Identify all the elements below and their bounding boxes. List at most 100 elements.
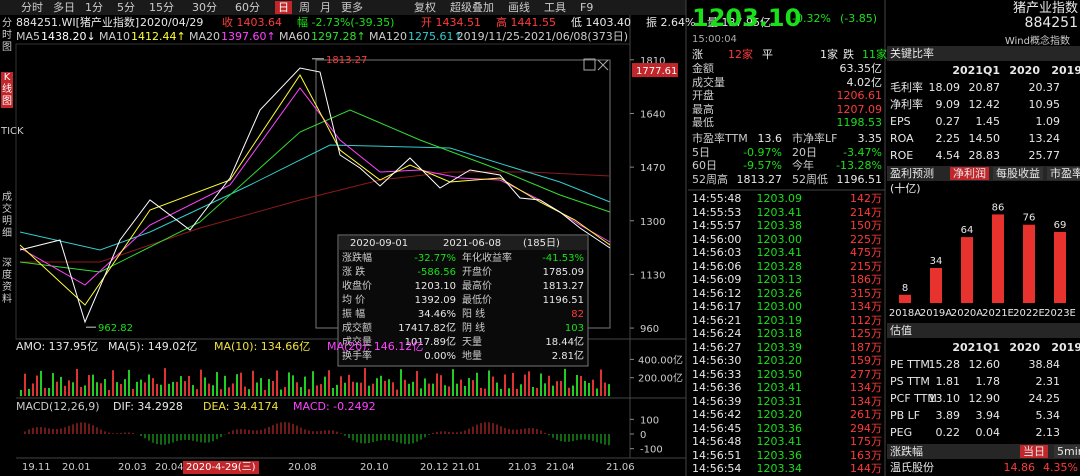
toolbar-tab[interactable]: 日 bbox=[275, 1, 292, 14]
last-price: 1203.10 bbox=[692, 4, 802, 32]
forecast-tab[interactable]: 每股收益 bbox=[993, 167, 1043, 180]
row-label: ROA bbox=[890, 132, 914, 145]
quote-label: 60日 bbox=[692, 159, 717, 172]
forecast-tab[interactable]: 市盈率 bbox=[1047, 167, 1080, 180]
ma-value: 1297.28↑ bbox=[311, 30, 366, 43]
tick-price: 1203.31 bbox=[756, 394, 803, 408]
menu-item[interactable]: 工具 bbox=[544, 1, 566, 14]
volume-bar bbox=[424, 378, 426, 396]
toolbar-tab[interactable]: 60分 bbox=[235, 1, 260, 14]
quote-field: 振 2.64% bbox=[646, 16, 696, 29]
quote-value: 1207.09 bbox=[836, 102, 883, 116]
y-tick-label: 1640 bbox=[640, 109, 665, 120]
toolbar-tab[interactable]: 月 bbox=[320, 1, 331, 14]
movers-tab[interactable]: 5min bbox=[1054, 445, 1080, 458]
quote-field: 884251.WI[猪产业指数] bbox=[16, 16, 140, 29]
volume-bar bbox=[532, 387, 534, 396]
side-tab[interactable]: 成交明细 bbox=[2, 192, 12, 239]
volume-bar bbox=[228, 387, 230, 396]
stats-label: 成交额 bbox=[342, 323, 372, 334]
cell: 18.09 bbox=[928, 81, 961, 94]
x-tick-label: 20.04 bbox=[155, 462, 184, 473]
quote-label: 5日 bbox=[692, 145, 710, 159]
toolbar-tab[interactable]: 30分 bbox=[192, 1, 217, 14]
y-tick-label: 1300 bbox=[640, 217, 665, 228]
section-head bbox=[887, 46, 1080, 61]
maximize-icon[interactable] bbox=[583, 58, 596, 71]
volume-bar bbox=[328, 370, 330, 396]
tick-time: 14:56:33 bbox=[692, 367, 742, 381]
toolbar-tab[interactable]: 15分 bbox=[149, 1, 174, 14]
col-head: 2019 bbox=[1051, 341, 1080, 354]
toolbar-tab[interactable]: 分时 bbox=[21, 1, 43, 14]
x-tick-label: 2023E bbox=[1044, 308, 1076, 319]
volume-bar bbox=[408, 383, 410, 396]
stats-days: (185日) bbox=[523, 238, 560, 249]
toolbar-tab[interactable]: 1分 bbox=[85, 1, 103, 14]
quote-value: 3.35 bbox=[857, 132, 883, 145]
tick-volume: 214万 bbox=[850, 205, 882, 219]
volume-bar bbox=[556, 381, 558, 396]
volume-bar bbox=[564, 368, 566, 396]
x-tick-label: 21.03 bbox=[508, 462, 537, 473]
stats-value: -586.56 bbox=[417, 267, 456, 278]
volume-bar bbox=[580, 375, 582, 396]
toolbar-tab[interactable]: 5分 bbox=[117, 1, 135, 14]
tick-volume: 277万 bbox=[850, 367, 882, 381]
menu-item[interactable]: F9 bbox=[580, 1, 594, 14]
tick-volume: 175万 bbox=[850, 435, 882, 448]
side-tab[interactable]: 分时图 bbox=[2, 18, 12, 53]
value-label: 86 bbox=[992, 202, 1005, 213]
side-tab[interactable]: 深度资料 bbox=[2, 258, 12, 305]
x-tick-label: 20.08 bbox=[288, 462, 317, 473]
cell: 5.34 bbox=[1035, 409, 1061, 422]
forecast-tab[interactable]: 净利润 bbox=[950, 167, 989, 180]
quote-field: 2020/04/29 bbox=[140, 16, 204, 29]
volume-bar bbox=[180, 376, 182, 396]
volume-bar bbox=[100, 383, 102, 396]
quote-value: -9.57% bbox=[743, 159, 782, 172]
section-title: 关键比率 bbox=[890, 47, 934, 60]
volume-bar bbox=[244, 386, 246, 396]
volume-bar bbox=[168, 383, 170, 396]
side-tab[interactable]: TICK bbox=[1, 126, 24, 137]
tick-volume: 150万 bbox=[850, 219, 882, 232]
menu-item[interactable]: 复权 bbox=[414, 1, 436, 14]
x-tick-label: 21.06 bbox=[606, 462, 635, 473]
toolbar-tab[interactable]: 更多 bbox=[341, 1, 363, 14]
menu-item[interactable]: 超级叠加 bbox=[450, 1, 494, 14]
quote-value: 13.6 bbox=[757, 132, 783, 145]
breadth: 1家 bbox=[820, 48, 838, 61]
volume-bar bbox=[472, 380, 474, 396]
volume-bar bbox=[248, 389, 250, 396]
col-head: 2019 bbox=[1051, 64, 1080, 77]
volume-bar bbox=[212, 385, 214, 396]
close-icon[interactable] bbox=[597, 59, 609, 71]
bar bbox=[899, 294, 911, 303]
stats-value: 2.81亿 bbox=[551, 351, 584, 362]
x-tick-label: 2020A bbox=[951, 308, 983, 319]
x-tick-label: 20.10 bbox=[360, 462, 389, 473]
menu-item[interactable]: 画线 bbox=[508, 1, 530, 14]
tick-price: 1203.41 bbox=[756, 435, 803, 448]
y-tick-label: 200.00亿 bbox=[638, 372, 683, 385]
volume-bar bbox=[396, 389, 398, 396]
toolbar-tab[interactable]: 多日 bbox=[53, 1, 75, 14]
ma-line bbox=[19, 144, 611, 251]
change-pct: -0.32% bbox=[792, 12, 831, 25]
tick-time: 14:56:06 bbox=[692, 259, 742, 273]
bar bbox=[961, 237, 973, 303]
quote-value: 1206.61 bbox=[836, 89, 883, 102]
tick-volume: 134万 bbox=[850, 300, 882, 313]
tick-volume: 134万 bbox=[850, 381, 882, 394]
tick-price: 1203.20 bbox=[756, 408, 803, 421]
volume-bar bbox=[400, 369, 402, 396]
side-tab[interactable]: K线图 bbox=[1, 72, 13, 108]
value-label: 34 bbox=[930, 256, 943, 267]
cell: 25.77 bbox=[1028, 149, 1061, 162]
toolbar-tab[interactable]: 周 bbox=[299, 1, 310, 14]
movers-tab[interactable]: 当日 bbox=[1020, 445, 1048, 458]
x-tick-label: 19.11 bbox=[22, 462, 51, 473]
volume-bar bbox=[520, 384, 522, 396]
value-label: 64 bbox=[961, 225, 974, 236]
